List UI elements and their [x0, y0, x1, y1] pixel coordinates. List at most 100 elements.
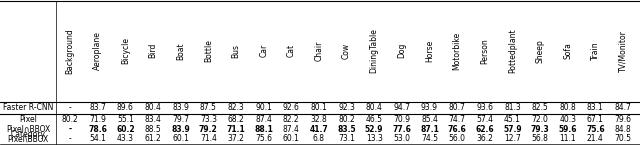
Text: Horse: Horse	[425, 40, 434, 62]
Text: 13.3: 13.3	[366, 134, 383, 143]
Text: 70.9: 70.9	[394, 115, 410, 124]
Text: 79.2: 79.2	[199, 125, 218, 134]
Text: 21.4: 21.4	[587, 134, 604, 143]
Text: 83.7: 83.7	[90, 103, 106, 112]
Text: 80.4: 80.4	[366, 103, 383, 112]
Text: Bus: Bus	[232, 44, 241, 58]
Text: 41.7: 41.7	[310, 125, 328, 134]
Text: 75.6: 75.6	[255, 134, 272, 143]
Text: 60.1: 60.1	[283, 134, 300, 143]
Text: 76.6: 76.6	[448, 125, 467, 134]
Text: -: -	[68, 103, 72, 112]
Text: Cat: Cat	[287, 44, 296, 57]
Text: Boat: Boat	[176, 42, 185, 60]
Text: 80.2: 80.2	[62, 115, 79, 124]
Text: 53.0: 53.0	[394, 134, 410, 143]
Text: Faster R-CNN: Faster R-CNN	[3, 103, 53, 112]
Text: 83.1: 83.1	[587, 103, 604, 112]
Text: 82.5: 82.5	[532, 103, 548, 112]
Text: 74.7: 74.7	[449, 115, 466, 124]
Text: 83.5: 83.5	[337, 125, 356, 134]
Text: 84.8: 84.8	[614, 125, 631, 134]
Text: 32.8: 32.8	[310, 115, 327, 124]
Text: 36.2: 36.2	[476, 134, 493, 143]
Text: DiningTable: DiningTable	[370, 28, 379, 73]
Text: 88.1: 88.1	[254, 125, 273, 134]
Text: 87.4: 87.4	[255, 115, 272, 124]
Text: 83.9: 83.9	[172, 125, 190, 134]
Text: 79.3: 79.3	[531, 125, 549, 134]
Text: 71.1: 71.1	[227, 125, 245, 134]
Text: Aeroplane: Aeroplane	[93, 31, 102, 70]
Text: 92.3: 92.3	[338, 103, 355, 112]
Text: 56.8: 56.8	[532, 134, 548, 143]
Text: 43.3: 43.3	[117, 134, 134, 143]
Text: 83.9: 83.9	[172, 103, 189, 112]
Text: Pottedplant: Pottedplant	[508, 28, 517, 73]
Text: Sofa: Sofa	[563, 42, 572, 59]
Text: 80.8: 80.8	[559, 103, 576, 112]
Text: 93.6: 93.6	[476, 103, 493, 112]
Text: 57.4: 57.4	[476, 115, 493, 124]
Text: Bicycle: Bicycle	[121, 37, 130, 64]
Text: 80.4: 80.4	[145, 103, 161, 112]
Text: 60.2: 60.2	[116, 125, 135, 134]
Text: 82.3: 82.3	[228, 103, 244, 112]
Text: 75.6: 75.6	[586, 125, 605, 134]
Text: 93.9: 93.9	[421, 103, 438, 112]
Text: 70.5: 70.5	[614, 134, 632, 143]
Text: 73.3: 73.3	[200, 115, 217, 124]
Text: 52.9: 52.9	[365, 125, 383, 134]
Text: 57.9: 57.9	[503, 125, 522, 134]
Text: 87.1: 87.1	[420, 125, 439, 134]
Text: 45.1: 45.1	[504, 115, 521, 124]
Text: 12.7: 12.7	[504, 134, 521, 143]
Text: Cow: Cow	[342, 43, 351, 59]
Text: -: -	[68, 134, 72, 143]
Text: 6.8: 6.8	[313, 134, 325, 143]
Text: 81.3: 81.3	[504, 103, 521, 112]
Text: 67.1: 67.1	[587, 115, 604, 124]
Text: 83.4: 83.4	[145, 115, 161, 124]
Text: 37.2: 37.2	[228, 134, 244, 143]
Text: 85.4: 85.4	[421, 115, 438, 124]
Text: 72.0: 72.0	[532, 115, 548, 124]
Text: 84.7: 84.7	[614, 103, 632, 112]
Text: 79.7: 79.7	[172, 115, 189, 124]
Text: Pixel: Pixel	[19, 115, 37, 124]
Text: 77.6: 77.6	[392, 125, 412, 134]
Text: 89.6: 89.6	[117, 103, 134, 112]
Text: 60.1: 60.1	[172, 134, 189, 143]
Text: 61.2: 61.2	[145, 134, 161, 143]
Text: Bird: Bird	[148, 43, 157, 58]
Text: 62.6: 62.6	[476, 125, 494, 134]
Text: 68.2: 68.2	[228, 115, 244, 124]
Text: 71.9: 71.9	[90, 115, 106, 124]
Text: 92.6: 92.6	[283, 103, 300, 112]
Text: Bottle: Bottle	[204, 39, 213, 62]
Text: 78.6: 78.6	[88, 125, 108, 134]
Text: Train: Train	[591, 41, 600, 60]
Text: 88.5: 88.5	[145, 125, 161, 134]
Text: TV/Monitor: TV/Monitor	[618, 30, 627, 72]
Text: Background: Background	[66, 28, 75, 74]
Text: Category: Category	[11, 130, 45, 139]
Text: 71.4: 71.4	[200, 134, 217, 143]
Text: Sheep: Sheep	[536, 39, 545, 63]
Text: Car: Car	[259, 44, 268, 57]
Text: 80.7: 80.7	[449, 103, 465, 112]
Text: Person: Person	[480, 38, 489, 64]
Text: 74.5: 74.5	[421, 134, 438, 143]
Text: -: -	[68, 125, 72, 134]
Text: 90.1: 90.1	[255, 103, 272, 112]
Text: 73.1: 73.1	[338, 134, 355, 143]
Text: 59.6: 59.6	[559, 125, 577, 134]
Text: 54.1: 54.1	[90, 134, 106, 143]
Text: 11.1: 11.1	[559, 134, 576, 143]
Text: 56.0: 56.0	[449, 134, 466, 143]
Text: 55.1: 55.1	[117, 115, 134, 124]
Text: 80.1: 80.1	[310, 103, 327, 112]
Text: Pixel\BBOX: Pixel\BBOX	[8, 134, 49, 143]
Text: 87.4: 87.4	[283, 125, 300, 134]
Text: 40.3: 40.3	[559, 115, 576, 124]
